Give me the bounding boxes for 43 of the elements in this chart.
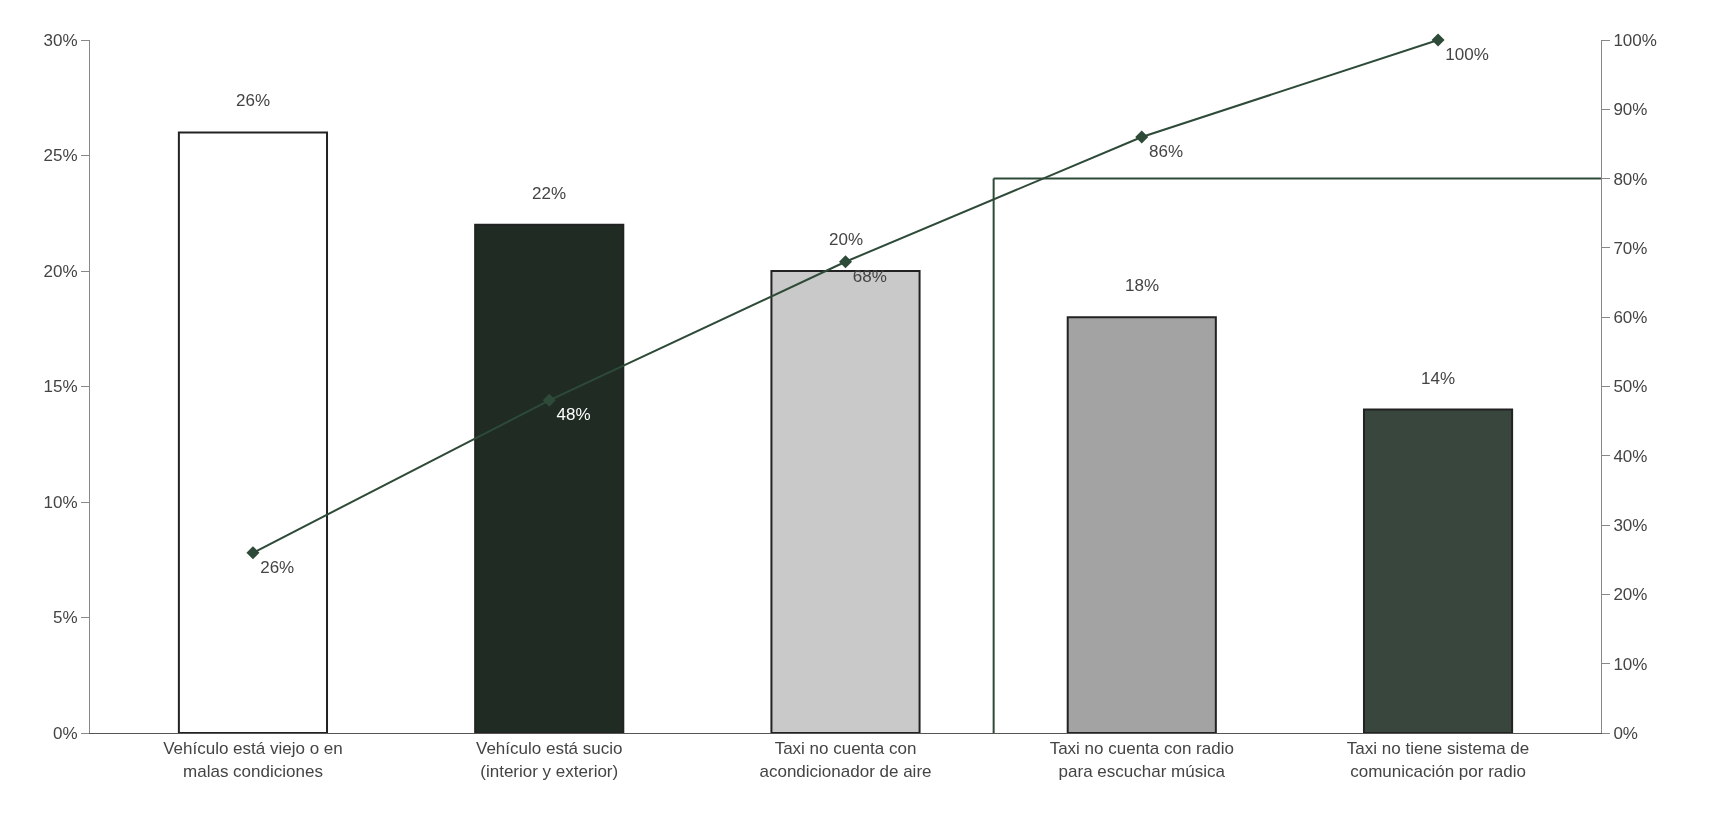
y2-tick-label: 20% bbox=[1613, 585, 1648, 605]
data-label: 22% bbox=[532, 184, 567, 203]
y-tick-label: 0% bbox=[53, 723, 78, 743]
y-tick-label: 5% bbox=[53, 608, 78, 628]
y-tick-label: 10% bbox=[43, 492, 78, 512]
y2-tick-label: 50% bbox=[1613, 377, 1648, 397]
y2-tick-label: 100% bbox=[1613, 30, 1657, 50]
bar bbox=[770, 270, 921, 733]
y-tick-label: 15% bbox=[43, 377, 78, 397]
y-tick-label: 30% bbox=[43, 30, 78, 50]
y-tick-label: 25% bbox=[43, 146, 78, 166]
data-label: 48% bbox=[556, 405, 591, 425]
point bbox=[1135, 130, 1149, 144]
data-label: 26% bbox=[260, 557, 295, 577]
data-label: 14% bbox=[1421, 369, 1456, 388]
y2-tick-label: 0% bbox=[1613, 723, 1638, 743]
data-label: 86% bbox=[1149, 142, 1184, 162]
data-label: 68% bbox=[852, 266, 887, 286]
bar bbox=[474, 223, 625, 733]
point bbox=[246, 546, 260, 560]
y2-tick-label: 10% bbox=[1613, 654, 1648, 674]
x-tick-label: Taxi no cuenta con radio para escuchar música bbox=[1049, 739, 1234, 781]
x-tick-label: Taxi no tiene sistema de comunicación por radio bbox=[1346, 739, 1530, 781]
bar bbox=[1362, 408, 1514, 733]
x-tick-label: Vehículo está viejo o en malas condiciones bbox=[163, 739, 343, 781]
bar bbox=[177, 131, 329, 733]
x-tick-label: Vehículo está sucio (interior y exterior) bbox=[475, 739, 623, 781]
point bbox=[1431, 33, 1445, 47]
y-tick-label: 20% bbox=[43, 261, 78, 281]
x-tick-label: Taxi no cuenta con acondicionador de aire bbox=[759, 739, 932, 781]
y2-tick-label: 70% bbox=[1613, 238, 1648, 258]
y2-tick-label: 30% bbox=[1613, 516, 1648, 536]
point bbox=[542, 393, 556, 407]
data-label: 100% bbox=[1445, 45, 1489, 64]
y2-tick-label: 60% bbox=[1613, 308, 1648, 328]
y2-tick-label: 90% bbox=[1613, 100, 1648, 120]
point bbox=[839, 255, 852, 269]
data-label: 26% bbox=[236, 91, 271, 110]
bar bbox=[1066, 316, 1217, 733]
y2-tick-label: 40% bbox=[1613, 446, 1648, 466]
data-label: 20% bbox=[829, 230, 864, 249]
y2-tick-label: 80% bbox=[1613, 169, 1648, 189]
data-label: 18% bbox=[1125, 276, 1160, 295]
